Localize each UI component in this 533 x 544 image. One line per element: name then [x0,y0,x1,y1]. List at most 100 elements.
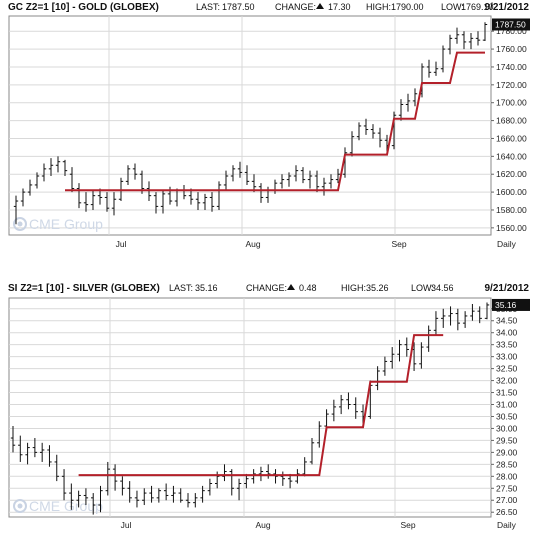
gold-ohlc-bar [335,168,341,184]
silver-ohlc-bar [54,454,59,482]
silver-y-tick-label: 32.50 [496,364,518,374]
silver-ohlc-bar [280,471,286,486]
gold-ohlc-bar [342,147,348,178]
silver-x-tick-label: Jul [121,520,132,530]
silver-low-label: LOW: [411,283,434,293]
gold-ohlc-bar [55,156,61,173]
gold-ohlc-bar [412,88,418,107]
gold-chart-panel: GC Z2=1 [10] - GOLD (GLOBEX) LAST: 1787.… [8,2,530,249]
silver-ohlc-bar [397,339,402,362]
gold-y-tick-label: 1700.00 [496,98,527,108]
silver-y-tick-label: 33.50 [496,340,518,350]
silver-y-tick-label: 33.00 [496,352,518,362]
silver-ohlc-bar [83,488,89,506]
silver-ohlc-bar [47,445,52,467]
silver-chart-panel: SI Z2=1 [10] - SILVER (GLOBEX) LAST: 35.… [8,283,530,530]
silver-y-tick-label: 32.00 [496,376,518,386]
gold-ohlc-bar [48,158,54,177]
silver-ohlc-bar [229,469,234,496]
silver-last-label: LAST: [169,283,193,293]
gold-low-label: LOW: [441,2,464,12]
silver-y-tick-label: 28.00 [496,471,518,481]
silver-ohlc-bar [120,476,125,496]
silver-ohlc-bar [25,442,30,465]
silver-plot-area [8,297,492,518]
gold-ohlc-bar [279,174,285,189]
gold-high-label: HIGH: [366,2,391,12]
gold-ohlc-bar [356,122,362,141]
silver-ohlc-bar [244,473,249,489]
gold-ohlc-bar [27,179,33,196]
silver-ohlc-bar [346,392,351,410]
silver-ohlc-bar [76,490,81,508]
gold-step-line [65,51,485,192]
gold-ohlc-bar [482,22,488,42]
gold-ohlc-bar [454,27,460,44]
silver-y-tick-label: 27.00 [496,495,518,505]
gold-ohlc-bar [223,170,229,191]
silver-ohlc-bar [18,435,23,462]
gold-ohlc-bar [370,124,376,139]
silver-ohlc-bar [171,485,176,503]
silver-y-tick-label: 31.00 [496,400,518,410]
gold-ohlc-bar [202,193,208,210]
gold-last-price-label: 1787.50 [495,19,526,29]
gold-cme-logo-icon [13,217,27,231]
silver-chart-title: SI Z2=1 [10] - SILVER (GLOBEX) [8,283,160,294]
gold-ohlc-bar [468,32,474,50]
silver-low-value: 34.56 [431,283,454,293]
gold-ohlc-bar [83,192,89,212]
gold-x-tick-label: Sep [391,239,406,249]
gold-ohlc-bar [286,172,292,187]
gold-ohlc-bar [13,195,19,225]
silver-y-tick-label: 29.00 [496,447,518,457]
gold-ohlc-bar [125,165,131,185]
gold-ohlc-bar [244,165,250,185]
silver-ohlc-bar [112,464,118,491]
gold-ohlc-bar [62,159,68,177]
silver-ohlc-bar [477,306,482,324]
gold-x-tick-label: Aug [245,239,260,249]
silver-high-value: 35.26 [366,283,389,293]
silver-y-tick-label: 30.50 [496,411,518,421]
silver-watermark: CME Group [29,498,103,514]
gold-ohlc-bar [237,161,243,178]
silver-ohlc-bar [149,485,154,503]
silver-ohlc-bar [91,493,96,515]
gold-y-tick-label: 1780.00 [496,26,527,36]
silver-ohlc-bar [404,337,409,357]
gold-ohlc-bar [440,45,446,73]
gold-ohlc-bar [447,34,453,55]
silver-y-tick-label: 28.50 [496,459,518,469]
silver-ohlc-bar [455,308,461,331]
silver-y-tick-label: 34.50 [496,316,518,326]
silver-ohlc-bar [266,464,271,479]
gold-y-tick-label: 1640.00 [496,151,527,161]
silver-x-tick-label: Aug [255,520,270,530]
gold-ohlc-bar [461,31,467,50]
silver-y-tick-label: 29.50 [496,435,518,445]
gold-ohlc-bar [90,190,96,210]
gold-ohlc-bar [363,118,369,135]
silver-ohlc-bar [142,488,147,506]
gold-ohlc-bar [475,31,481,46]
gold-ohlc-bar [321,177,327,196]
silver-last-price-tag [492,298,530,311]
silver-change-label: CHANGE: [246,283,287,293]
gold-y-tick-label: 1760.00 [496,44,527,54]
silver-ohlc-bar [419,342,424,369]
silver-ohlc-bar [61,469,67,501]
silver-x-axis-label: Daily [497,520,517,530]
silver-ohlc-bar [317,421,322,448]
gold-ohlc-bar [377,127,383,148]
silver-ohlc-bar [353,397,358,419]
gold-ohlc-bar [314,170,320,193]
gold-x-axis-label: Daily [497,239,517,249]
silver-ohlc-bar [331,399,337,422]
gold-ohlc-bar [20,188,26,207]
silver-ohlc-bar [236,478,242,501]
gold-ohlc-bar [433,61,439,76]
silver-ohlc-bar [39,442,45,462]
gold-chart-title: GC Z2=1 [10] - GOLD (GLOBEX) [8,2,159,13]
